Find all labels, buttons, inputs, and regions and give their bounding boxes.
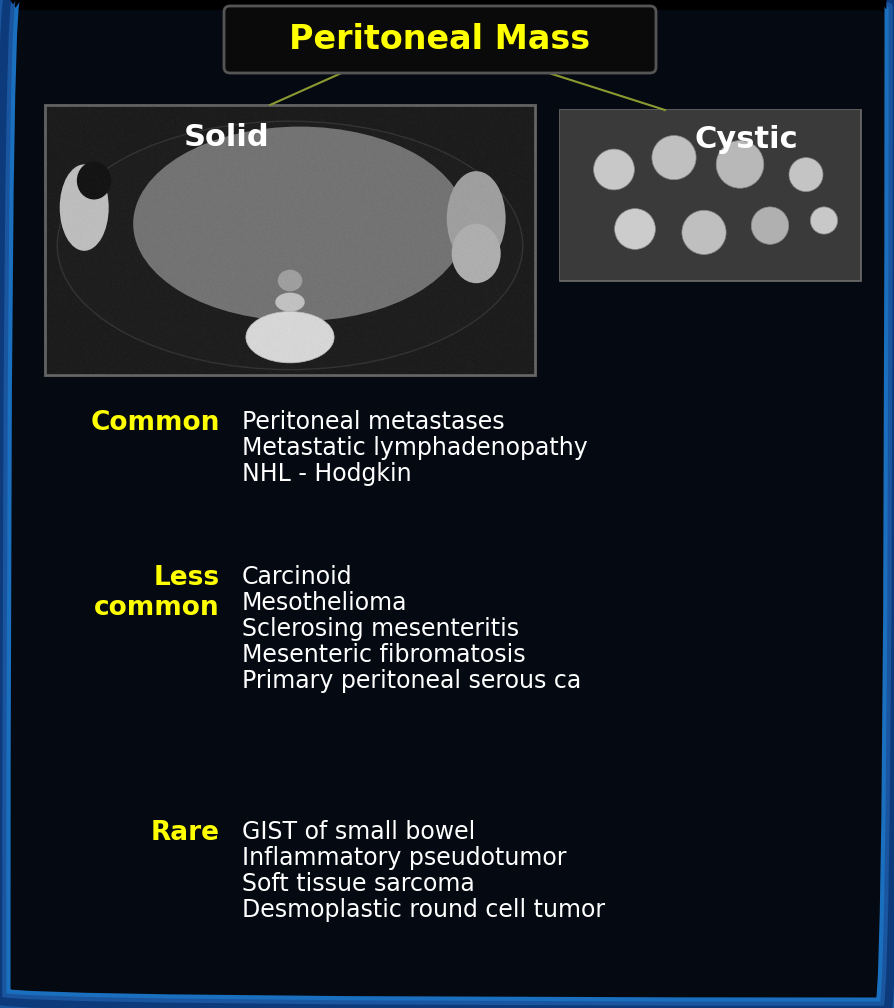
Text: GIST of small bowel: GIST of small bowel <box>241 820 475 844</box>
Text: Cystic: Cystic <box>694 126 797 154</box>
Ellipse shape <box>275 292 304 311</box>
Text: NHL - Hodgkin: NHL - Hodgkin <box>241 462 411 486</box>
Ellipse shape <box>57 121 522 370</box>
Ellipse shape <box>446 171 505 266</box>
Text: Desmoplastic round cell tumor: Desmoplastic round cell tumor <box>241 898 604 922</box>
Text: Mesothelioma: Mesothelioma <box>241 591 407 615</box>
Text: Metastatic lymphadenopathy: Metastatic lymphadenopathy <box>241 436 587 460</box>
FancyBboxPatch shape <box>560 110 859 280</box>
Ellipse shape <box>277 270 302 291</box>
FancyBboxPatch shape <box>224 6 655 73</box>
Circle shape <box>750 207 788 244</box>
Text: Sclerosing mesenteritis: Sclerosing mesenteritis <box>241 617 519 641</box>
Ellipse shape <box>451 224 500 283</box>
Ellipse shape <box>77 161 111 200</box>
Text: Peritoneal metastases: Peritoneal metastases <box>241 410 504 434</box>
Text: Peritoneal Mass: Peritoneal Mass <box>289 23 590 56</box>
Circle shape <box>809 207 837 234</box>
Text: Common: Common <box>90 410 220 436</box>
Text: Soft tissue sarcoma: Soft tissue sarcoma <box>241 872 474 896</box>
Circle shape <box>593 149 634 190</box>
Circle shape <box>614 209 654 249</box>
Text: Solid: Solid <box>183 123 269 151</box>
Ellipse shape <box>60 164 108 251</box>
Text: Mesenteric fibromatosis: Mesenteric fibromatosis <box>241 643 525 667</box>
Text: Less
common: Less common <box>94 565 220 621</box>
Text: Rare: Rare <box>151 820 220 846</box>
Text: Primary peritoneal serous ca: Primary peritoneal serous ca <box>241 669 580 694</box>
FancyBboxPatch shape <box>45 105 535 375</box>
Circle shape <box>651 135 696 179</box>
Ellipse shape <box>246 311 333 363</box>
FancyBboxPatch shape <box>10 10 884 998</box>
Ellipse shape <box>133 127 466 321</box>
Circle shape <box>715 140 763 188</box>
Text: Inflammatory pseudotumor: Inflammatory pseudotumor <box>241 846 566 870</box>
Text: Carcinoid: Carcinoid <box>241 565 352 589</box>
Circle shape <box>681 211 725 254</box>
FancyBboxPatch shape <box>560 110 859 280</box>
Circle shape <box>789 157 822 192</box>
